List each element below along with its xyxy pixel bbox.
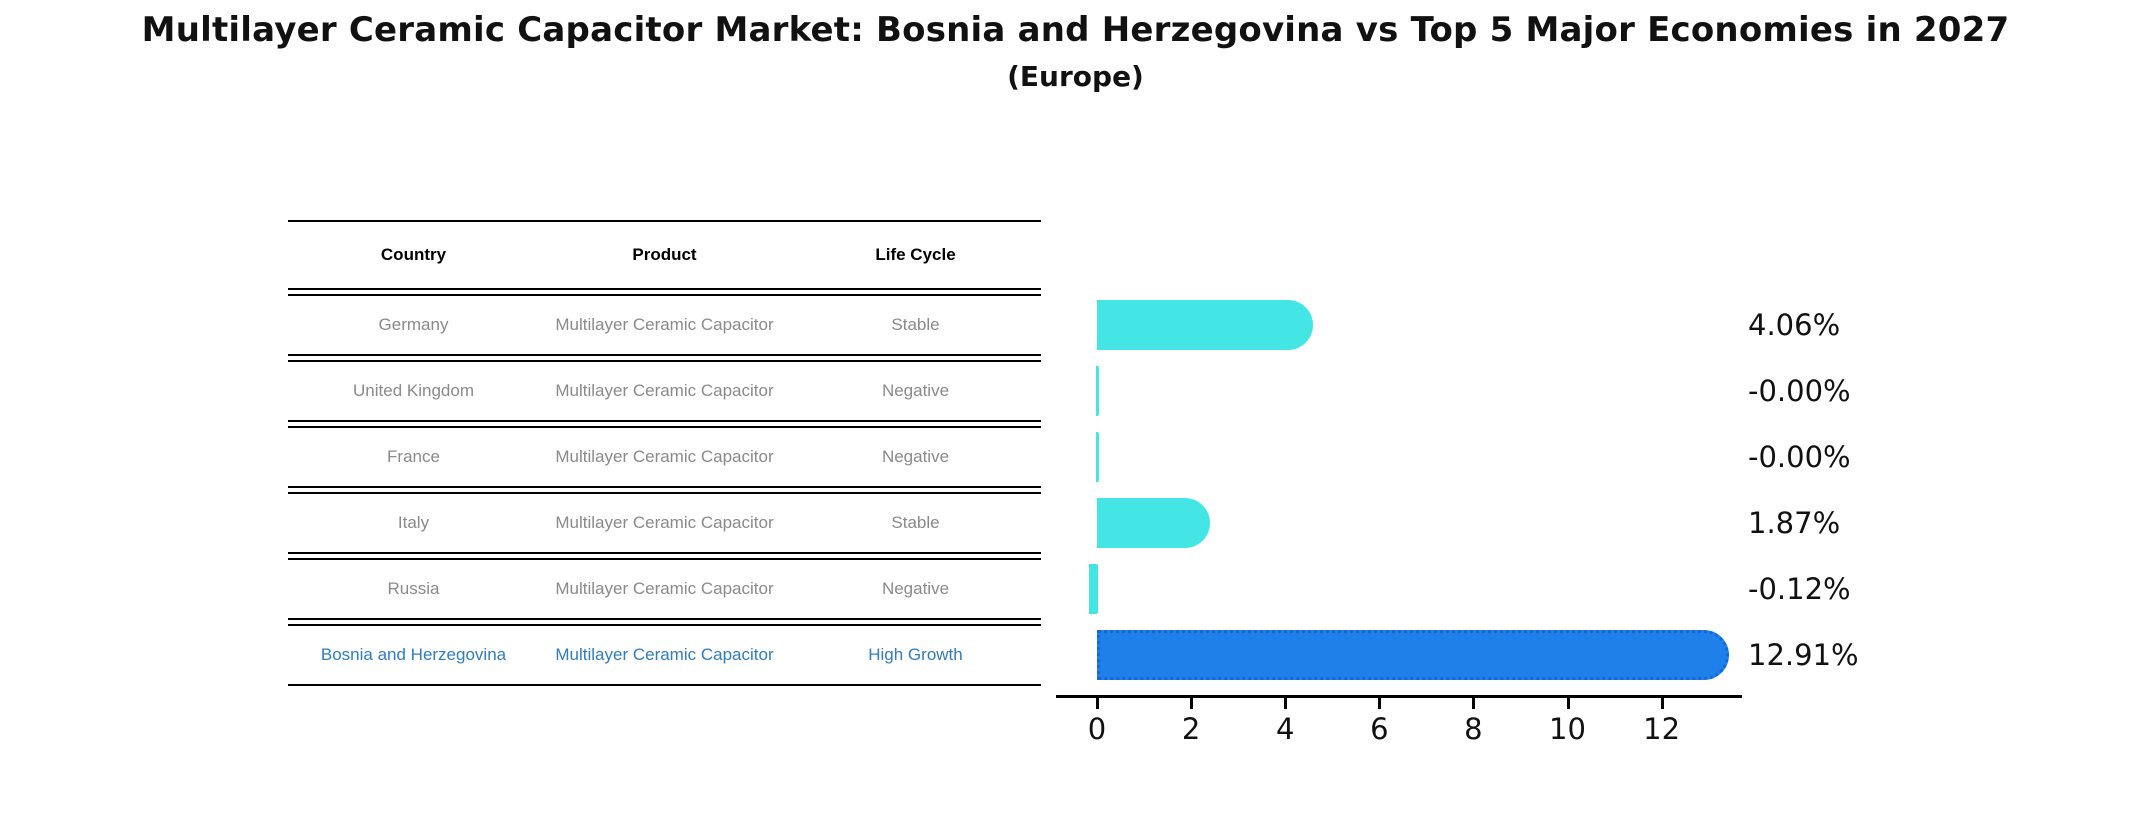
row-cell-product: Multilayer Ceramic Capacitor	[555, 447, 774, 467]
row-cell-product: Multilayer Ceramic Capacitor	[555, 381, 774, 401]
row-cell-country: Italy	[397, 513, 430, 533]
row-cell-lifecycle: High Growth	[868, 645, 963, 665]
x-tick-label: 12	[1643, 712, 1681, 746]
row-cell-country: United Kingdom	[353, 381, 474, 401]
x-tick-label: 4	[1275, 712, 1295, 746]
bar-united-kingdom	[1096, 366, 1099, 416]
table-row: Bosnia and Herzegovina Multilayer Ceramic…	[288, 624, 1041, 686]
bar-italy	[1097, 498, 1210, 548]
bar-russia	[1089, 564, 1098, 614]
value-label: -0.00%	[1748, 440, 1851, 474]
row-cell-country: Bosnia and Herzegovina	[320, 645, 507, 665]
row-cell-product: Multilayer Ceramic Capacitor	[555, 645, 774, 665]
table-row: United Kingdom Multilayer Ceramic Capacit…	[288, 360, 1041, 422]
x-axis-line	[1056, 695, 1742, 698]
row-cell-lifecycle: Stable	[891, 315, 940, 335]
header-cell-product: Product	[632, 245, 697, 265]
value-label: 12.91%	[1748, 638, 1859, 672]
table-header-row: Country Product Life Cycle	[288, 220, 1041, 290]
table-row: France Multilayer Ceramic Capacitor Negati…	[288, 426, 1041, 488]
row-cell-product: Multilayer Ceramic Capacitor	[555, 315, 774, 335]
row-cell-country: Germany	[378, 315, 449, 335]
row-cell-product: Multilayer Ceramic Capacitor	[555, 513, 774, 533]
x-tick-label: 10	[1549, 712, 1586, 746]
row-cell-product: Multilayer Ceramic Capacitor	[555, 579, 774, 599]
chart-title: Multilayer Ceramic Capacitor Market: Bos…	[141, 10, 2010, 50]
row-cell-lifecycle: Negative	[881, 579, 950, 599]
x-tick-label: 6	[1370, 712, 1389, 746]
value-label: -0.12%	[1748, 572, 1851, 606]
x-tick-label: 2	[1181, 712, 1201, 746]
value-label: 4.06%	[1748, 308, 1841, 342]
x-tick-mark	[1472, 698, 1476, 709]
row-cell-country: Russia	[387, 579, 440, 599]
table-row: Germany Multilayer Ceramic Capacitor Stabl…	[288, 294, 1041, 356]
table-row: Italy Multilayer Ceramic Capacitor Stable	[288, 492, 1041, 554]
value-label: -0.00%	[1748, 374, 1851, 408]
data-table: Country Product Life Cycle Germany Multil…	[288, 220, 1041, 686]
header-cell-lifecycle: Life Cycle	[875, 245, 956, 265]
row-cell-lifecycle: Negative	[881, 447, 950, 467]
row-cell-lifecycle: Negative	[881, 381, 950, 401]
header-cell-country: Country	[380, 245, 447, 265]
row-cell-lifecycle: Stable	[891, 513, 940, 533]
x-tick-mark	[1284, 698, 1288, 709]
x-tick-mark	[1190, 698, 1194, 709]
x-tick-mark	[1378, 698, 1382, 709]
chart-subtitle: (Europe)	[1007, 60, 1144, 93]
value-label: 1.87%	[1748, 506, 1841, 540]
table-row: Russia Multilayer Ceramic Capacitor Negati…	[288, 558, 1041, 620]
bar-france	[1096, 432, 1099, 482]
bar-bosnia-and-herzegovina	[1097, 630, 1730, 680]
x-tick-label: 8	[1464, 712, 1483, 746]
bar-germany	[1097, 300, 1314, 350]
row-cell-country: France	[387, 447, 440, 467]
x-tick-label: 0	[1087, 712, 1107, 746]
x-tick-mark	[1096, 698, 1099, 709]
x-tick-mark	[1566, 698, 1570, 709]
x-tick-mark	[1660, 698, 1664, 709]
